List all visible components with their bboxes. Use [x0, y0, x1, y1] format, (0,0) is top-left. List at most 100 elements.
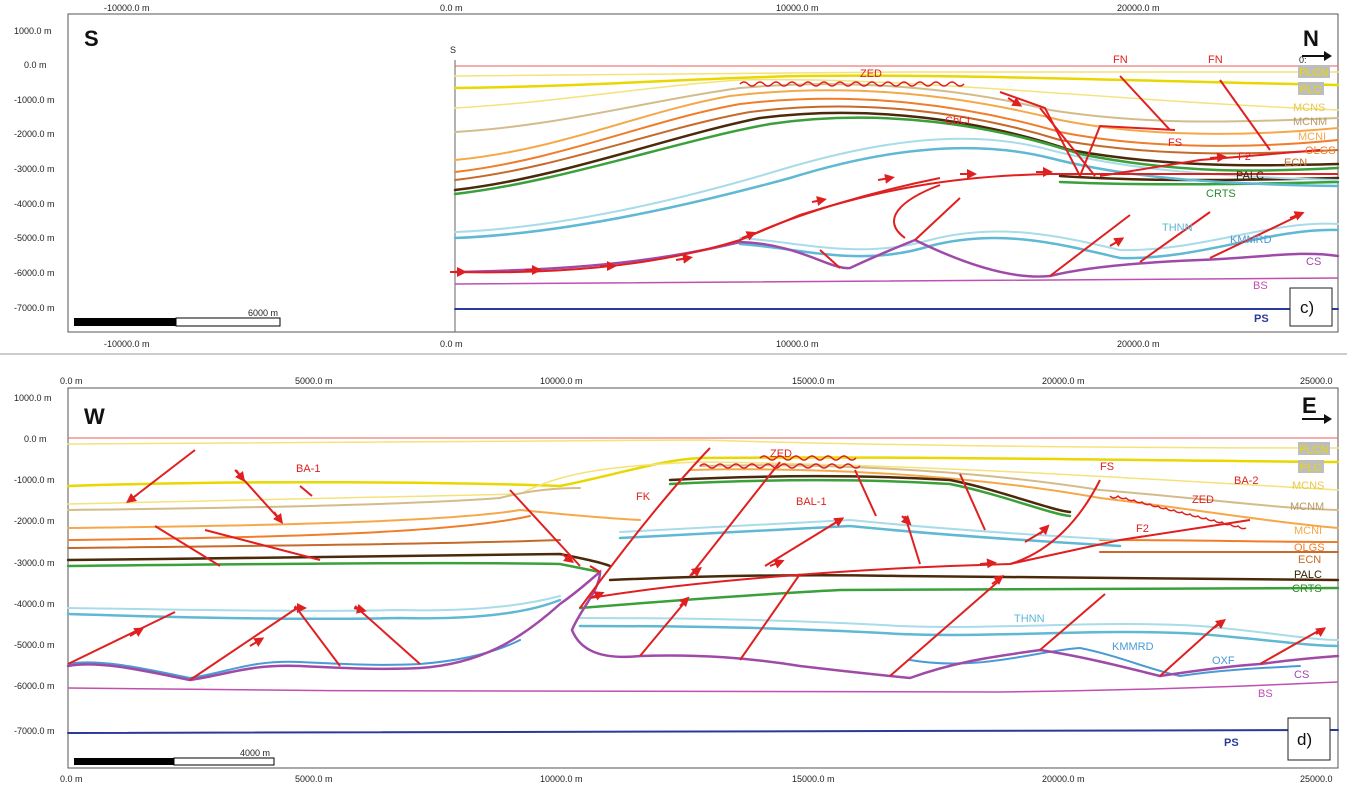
label-plcn: PLCN: [1299, 67, 1328, 79]
horizon-olgs-left: [67, 515, 531, 541]
fault-mid-2: [1049, 214, 1131, 277]
label-fn-1: FN: [1113, 54, 1128, 66]
label-f2: F2: [1238, 151, 1251, 163]
label-mcnm: MCNM: [1293, 116, 1327, 128]
horizon-palc-top: [668, 474, 1072, 514]
plcn-label-bg: [1298, 442, 1330, 455]
y-tick: -4000.0 m: [14, 599, 55, 609]
fault-left-1: [154, 525, 221, 567]
y-tick: 1000.0 m: [14, 393, 52, 403]
zed-detachment-2: [1109, 494, 1247, 530]
panel-d-y-ticks: 1000.0 m 0.0 m -1000.0 m -2000.0 m -3000…: [14, 393, 55, 736]
horizon-crts-top: [668, 478, 1072, 518]
label-plcn: PLCN: [1299, 444, 1328, 456]
y-tick: -3000.0 m: [14, 558, 55, 568]
label-thnn: THNN: [1162, 222, 1193, 234]
y-tick: -1000.0 m: [14, 475, 55, 485]
fault-ba1-c: [299, 485, 313, 497]
x-tick: 15000.0 m: [792, 376, 835, 386]
x-tick: 20000.0 m: [1042, 774, 1085, 784]
label-zed-2: ZED: [1192, 494, 1214, 506]
label-olgs: OLGS: [1305, 145, 1336, 157]
fault-fn-1: [1119, 75, 1171, 131]
horizon-olgs: [454, 97, 1339, 173]
horizon-thnn-left-top: [67, 595, 561, 612]
panel-d-horizons: [66, 437, 1340, 734]
horizon-plcn: [67, 439, 1339, 449]
label-ba2: BA-2: [1234, 475, 1258, 487]
fault-f2: [1099, 149, 1321, 177]
horizon-ecn: [454, 105, 1339, 181]
x-tick: 10000.0 m: [540, 774, 583, 784]
east-arrow-icon: [1302, 414, 1332, 424]
panel-c-bottom-ticks: -10000.0 m 0.0 m 10000.0 m 20000.0 m: [104, 339, 1160, 349]
fault-bal1-c: [854, 469, 877, 517]
panel-d-label-box: [1287, 717, 1331, 761]
label-oxf: OXF: [1212, 655, 1235, 667]
label-f2: F2: [1136, 523, 1149, 535]
north-arrow-icon: [1302, 51, 1332, 61]
fault-left-2: [204, 529, 321, 561]
label-olgs: OLGS: [1294, 542, 1325, 554]
label-ps: PS: [1254, 313, 1269, 325]
fault-ramp: [739, 177, 941, 241]
horizon-mcnm: [454, 83, 1339, 133]
horizon-crts-left: [66, 561, 602, 574]
fault-bal1-e: [959, 473, 986, 531]
zed-detachment-1b: [759, 455, 857, 461]
horizon-thnn-lower-top: [739, 222, 1339, 252]
y-tick: -2000.0 m: [14, 516, 55, 526]
horizon-mcnm-right: [699, 464, 1339, 511]
panel-c-slip-arrows: [450, 97, 1305, 277]
horizon-thnn-upper-top: [619, 518, 1121, 541]
label-palc: PALC: [1236, 170, 1264, 182]
section-mark: S: [450, 45, 456, 55]
x-tick: 10000.0 m: [776, 339, 819, 349]
panel-d-label: d): [1297, 730, 1312, 749]
horizon-thnn: [453, 146, 1340, 240]
fault-fn-2: [1219, 79, 1271, 151]
zed-detachment-1: [699, 463, 861, 469]
scale-label: 4000 m: [240, 748, 270, 758]
horizon-kmmrd-left: [67, 639, 521, 680]
x-tick: 25000.0: [1300, 376, 1333, 386]
zed-detachment: [739, 81, 965, 87]
fault-cbct-b: [1039, 107, 1096, 177]
x-tick: 20000.0 m: [1117, 3, 1160, 13]
fault-lower-2: [189, 605, 301, 681]
label-ecn: ECN: [1298, 554, 1321, 566]
y-tick: -4000.0 m: [14, 199, 55, 209]
fault-main-thrust: [589, 479, 1101, 599]
fault-left-4: [589, 565, 601, 573]
y-tick: -1000.0 m: [14, 95, 55, 105]
panel-d-scale-bar: 4000 m: [74, 748, 275, 766]
x-tick: 10000.0 m: [540, 376, 583, 386]
fault-f2: [1009, 519, 1251, 565]
panel-c: -10000.0 m 0.0 m 10000.0 m 20000.0 m -10…: [14, 3, 1340, 349]
fault-lower-1: [67, 611, 176, 665]
label-mcni: MCNI: [1298, 131, 1326, 143]
label-kmmrd: KMMRD: [1230, 234, 1272, 246]
x-tick: -10000.0 m: [104, 339, 150, 349]
horizon-mcni: [454, 89, 1339, 161]
panel-d-slip-arrows: [126, 469, 1327, 647]
fault-lower-9: [1159, 621, 1221, 677]
x-tick: 0.0 m: [60, 376, 83, 386]
direction-left-label: S: [84, 26, 99, 51]
direction-right-label: E: [1302, 393, 1317, 418]
label-palc: PALC: [1294, 569, 1322, 581]
fault-lower-10: [1259, 629, 1321, 665]
x-tick: 0.0 m: [440, 339, 463, 349]
horizon-thnn-right: [578, 624, 1340, 648]
y-tick: -3000.0 m: [14, 164, 55, 174]
y-tick: -7000.0 m: [14, 726, 55, 736]
x-tick: 5000.0 m: [295, 774, 333, 784]
panel-d-bottom-ticks: 0.0 m 5000.0 m 10000.0 m 15000.0 m 20000…: [60, 774, 1333, 784]
horizon-thnn-upper: [618, 524, 1122, 548]
label-bs: BS: [1253, 280, 1268, 292]
fault-lower-4: [354, 605, 421, 665]
horizon-thnn-right-top: [579, 617, 1339, 641]
y-tick: 0.0 m: [24, 434, 47, 444]
x-tick: 25000.0: [1300, 774, 1333, 784]
x-tick: -10000.0 m: [104, 3, 150, 13]
